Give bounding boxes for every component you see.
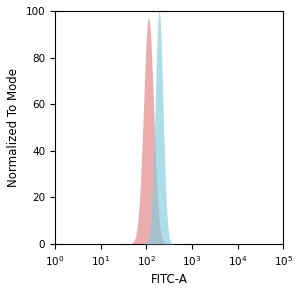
X-axis label: FITC-A: FITC-A xyxy=(151,273,188,286)
Y-axis label: Normalized To Mode: Normalized To Mode xyxy=(7,68,20,187)
